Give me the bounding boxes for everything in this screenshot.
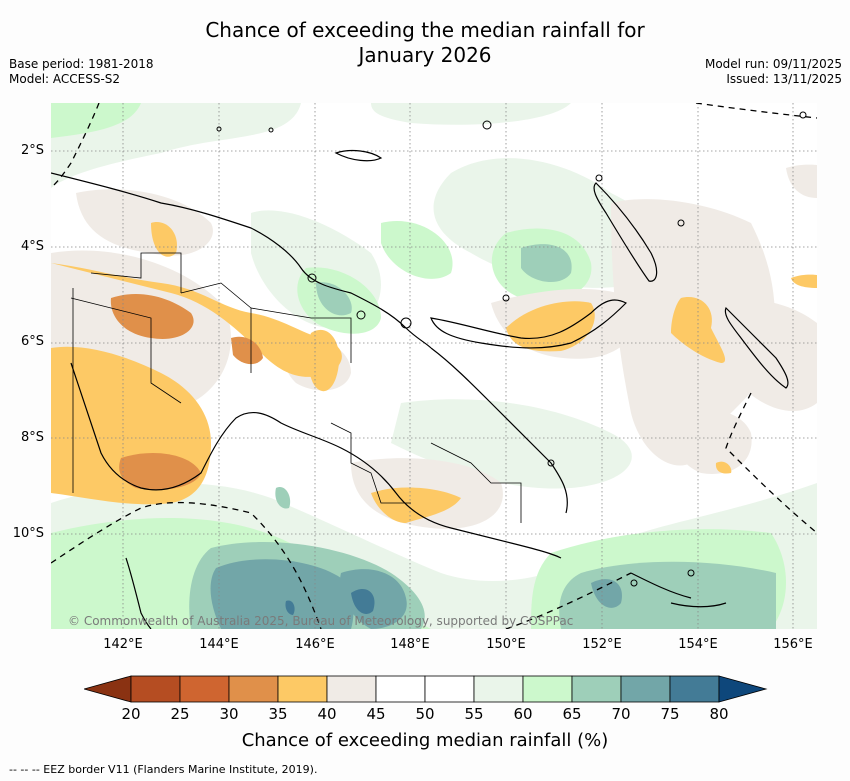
lat-label-6s: 6°S [20,334,44,349]
colorbar-arrow-high [718,675,768,703]
lon-label-148e: 148°E [390,637,430,652]
lat-label-10s: 10°S [12,526,44,541]
colorbar-segment [130,675,181,703]
title-line-2: January 2026 [358,43,492,67]
colorbar-tick: 25 [170,705,190,723]
copyright-notice: © Commonwealth of Australia 2025, Bureau… [68,614,574,628]
lat-label-8s: 8°S [20,430,44,445]
model-run: Model run: 09/11/2025 [704,57,842,71]
borders [70,252,522,523]
colorbar-tick: 65 [562,705,582,723]
colorbar-tick: 80 [709,705,729,723]
issued-date: Issued: 13/11/2025 [726,72,842,86]
layer-75-80 [285,589,375,615]
lon-label-152e: 152°E [582,637,622,652]
colorbar-tick: 75 [660,705,680,723]
run-info: Model run: 09/11/2025 Issued: 13/11/2025 [705,57,842,87]
lon-label-150e: 150°E [486,637,526,652]
colorbar-tick: 50 [415,705,435,723]
model-name: Model: ACCESS-S2 [9,72,121,86]
colorbar-tick: 45 [366,705,386,723]
colorbar-segment [522,675,573,703]
map-title: Chance of exceeding the median rainfall … [0,18,850,68]
colorbar-tick: 60 [513,705,533,723]
colorbar-tick: 40 [317,705,337,723]
colorbar-segment [424,675,475,703]
colorbar-tick: 70 [611,705,631,723]
base-period: Base period: 1981-2018 [9,57,154,71]
coastlines [51,149,789,629]
colorbar [84,675,768,703]
colorbar-arrow-low [84,675,132,703]
colorbar-segment [179,675,230,703]
colorbar-segment [669,675,720,703]
colorbar-label: Chance of exceeding median rainfall (%) [241,730,609,751]
lat-label-2s: 2°S [20,143,44,158]
colorbar-segment [228,675,279,703]
map-canvas [51,103,817,629]
title-line-1: Chance of exceeding the median rainfall … [205,18,645,42]
colorbar-tick: 30 [219,705,239,723]
lon-label-144e: 144°E [199,637,239,652]
lon-label-156e: 156°E [773,637,813,652]
colorbar-tick: 55 [464,705,484,723]
colorbar-segment [620,675,671,703]
layer-30-35 [110,293,263,490]
colorbar-segment [571,675,622,703]
lon-label-142e: 142°E [103,637,143,652]
colorbar-segment [375,675,426,703]
colorbar-segment [277,675,328,703]
eez-footnote: -- -- -- EEZ border V11 (Flanders Marine… [9,763,318,776]
small-islands [216,111,807,587]
eez-borders [51,103,817,629]
colorbar-tick: 35 [268,705,288,723]
rainfall-map [51,103,817,629]
colorbar-tick: 20 [121,705,141,723]
lon-label-146e: 146°E [295,637,335,652]
model-info: Base period: 1981-2018 Model: ACCESS-S2 [9,57,154,87]
colorbar-segment [473,675,524,703]
lon-label-154e: 154°E [678,637,718,652]
colorbar-segment [326,675,377,703]
lat-label-4s: 4°S [20,239,44,254]
